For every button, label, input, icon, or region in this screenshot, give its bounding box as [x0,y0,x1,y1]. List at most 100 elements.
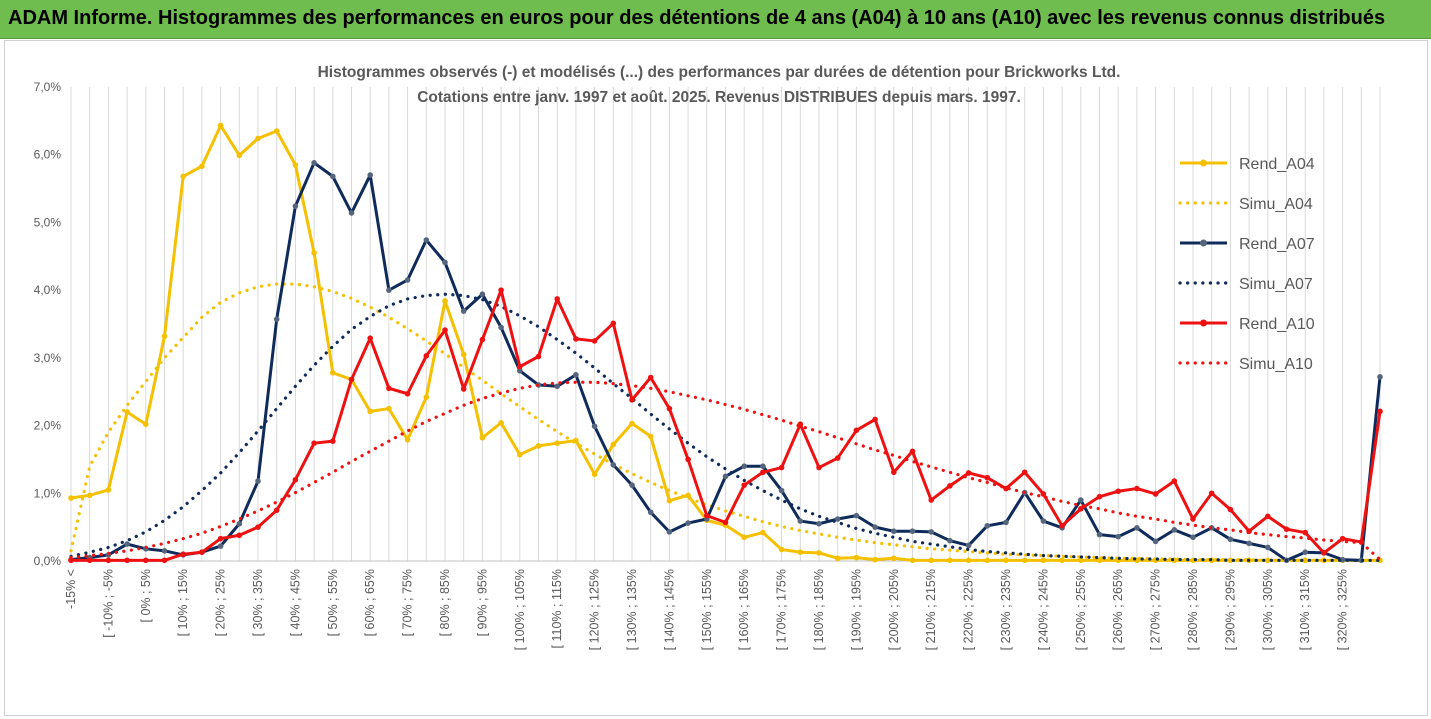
y-tick-label: 0,0% [34,554,62,568]
data-point [629,482,635,488]
data-point [1265,513,1271,520]
data-point [442,327,448,333]
data-point [1190,534,1196,541]
data-point [180,173,186,180]
data-point [1227,506,1234,513]
data-point [760,469,766,476]
x-tick-label: [ 160% ; 165% [737,569,751,650]
series-line [69,282,1382,562]
data-point [909,448,916,455]
data-point [292,203,299,209]
data-point [161,557,168,564]
data-point [872,556,878,563]
data-point [573,336,579,342]
data-point [124,409,130,415]
data-point [273,316,280,323]
report-title: ADAM Informe. Histogrammes des performan… [8,7,1386,29]
x-tick-label: [ 220% ; 225% [962,569,976,650]
data-point [273,128,280,134]
legend-label: Rend_A07 [1239,236,1315,253]
series-simu_a07 [69,292,1382,562]
data-point [292,476,299,483]
data-point [199,163,205,170]
data-point [928,497,934,503]
x-tick-label: [ 80% ; 85% [438,569,452,636]
data-point [460,386,467,392]
x-tick-label: [ 150% ; 155% [700,569,714,650]
legend: Rend_A04 Simu_A04 Rend_A07 Simu_A07 Rend_A10… [1178,156,1315,373]
legend-item-rend_a07: Rend_A07 [1180,236,1315,253]
x-tick-label: [ 320% ; 325% [1336,569,1350,650]
data-point [704,512,710,519]
axes: 0,0% 1,0% 2,0% 3,0% 4,0% 5,0% 6,0% 7,0% -15% < [ … [34,80,1380,650]
data-point [741,463,747,470]
chart-area: 0,0% 1,0% 2,0% 3,0% 4,0% 5,0% 6,0% 7,0% -15% < [ … [4,40,1428,716]
data-point [1134,485,1140,492]
data-point [1115,533,1121,540]
data-point [255,478,261,484]
data-point [872,416,878,423]
data-point [647,374,654,381]
data-point [610,462,617,468]
data-point [367,408,374,415]
data-point [760,463,766,470]
data-point [1021,557,1028,564]
data-point [1339,535,1346,542]
data-point [498,287,504,293]
data-point [965,470,972,476]
data-point [647,509,654,516]
x-tick-label: [ 200% ; 205% [887,569,901,650]
legend-item-rend_a10: Rend_A10 [1180,316,1315,333]
data-point [591,423,598,430]
data-point [1283,526,1290,532]
data-point [404,436,411,443]
data-point [666,405,673,412]
data-point [778,487,785,494]
data-point [273,507,280,514]
data-point [105,557,112,564]
data-point [442,259,448,266]
data-point [255,135,261,142]
data-point [554,440,560,446]
x-tick-label: [ 50% ; 55% [326,569,340,636]
data-point [479,291,486,298]
data-point [292,162,299,168]
data-point [1003,519,1009,526]
data-point [1152,491,1159,497]
data-point [1096,531,1103,538]
data-point [1003,557,1009,564]
x-tick-label: [ 140% ; 145% [662,569,676,650]
data-point [404,390,411,397]
chart-title-line: Cotations entre janv. 1997 et août. 2025… [417,89,1021,106]
data-point [404,277,411,283]
legend-marker [1200,319,1207,327]
data-point [1078,557,1084,564]
data-point [68,495,74,501]
data-point [722,473,729,480]
data-point [423,237,430,243]
data-point [105,487,112,493]
y-tick-label: 4,0% [34,283,62,297]
data-point [984,522,991,529]
data-point [124,541,130,547]
data-point [330,369,336,376]
data-point [853,512,860,519]
data-point [1321,550,1327,556]
data-point [629,397,635,403]
x-tick-label: [ 190% ; 195% [849,569,863,650]
data-point [498,420,504,426]
performance-histogram-chart: 0,0% 1,0% 2,0% 3,0% 4,0% 5,0% 6,0% 7,0% -15% < [ … [34,64,1383,650]
data-point [965,542,972,549]
data-point [1208,490,1215,497]
data-point [367,172,374,178]
series-line [69,292,1382,562]
data-point [535,353,542,360]
series-line [69,380,1382,562]
x-tick-label: [ 170% ; 175% [775,569,789,650]
data-point [816,550,822,556]
legend-marker [1200,159,1207,167]
data-point [1096,493,1103,500]
data-point [591,338,598,344]
x-tick-label: [ 230% ; 235% [999,569,1013,650]
data-point [423,353,430,359]
